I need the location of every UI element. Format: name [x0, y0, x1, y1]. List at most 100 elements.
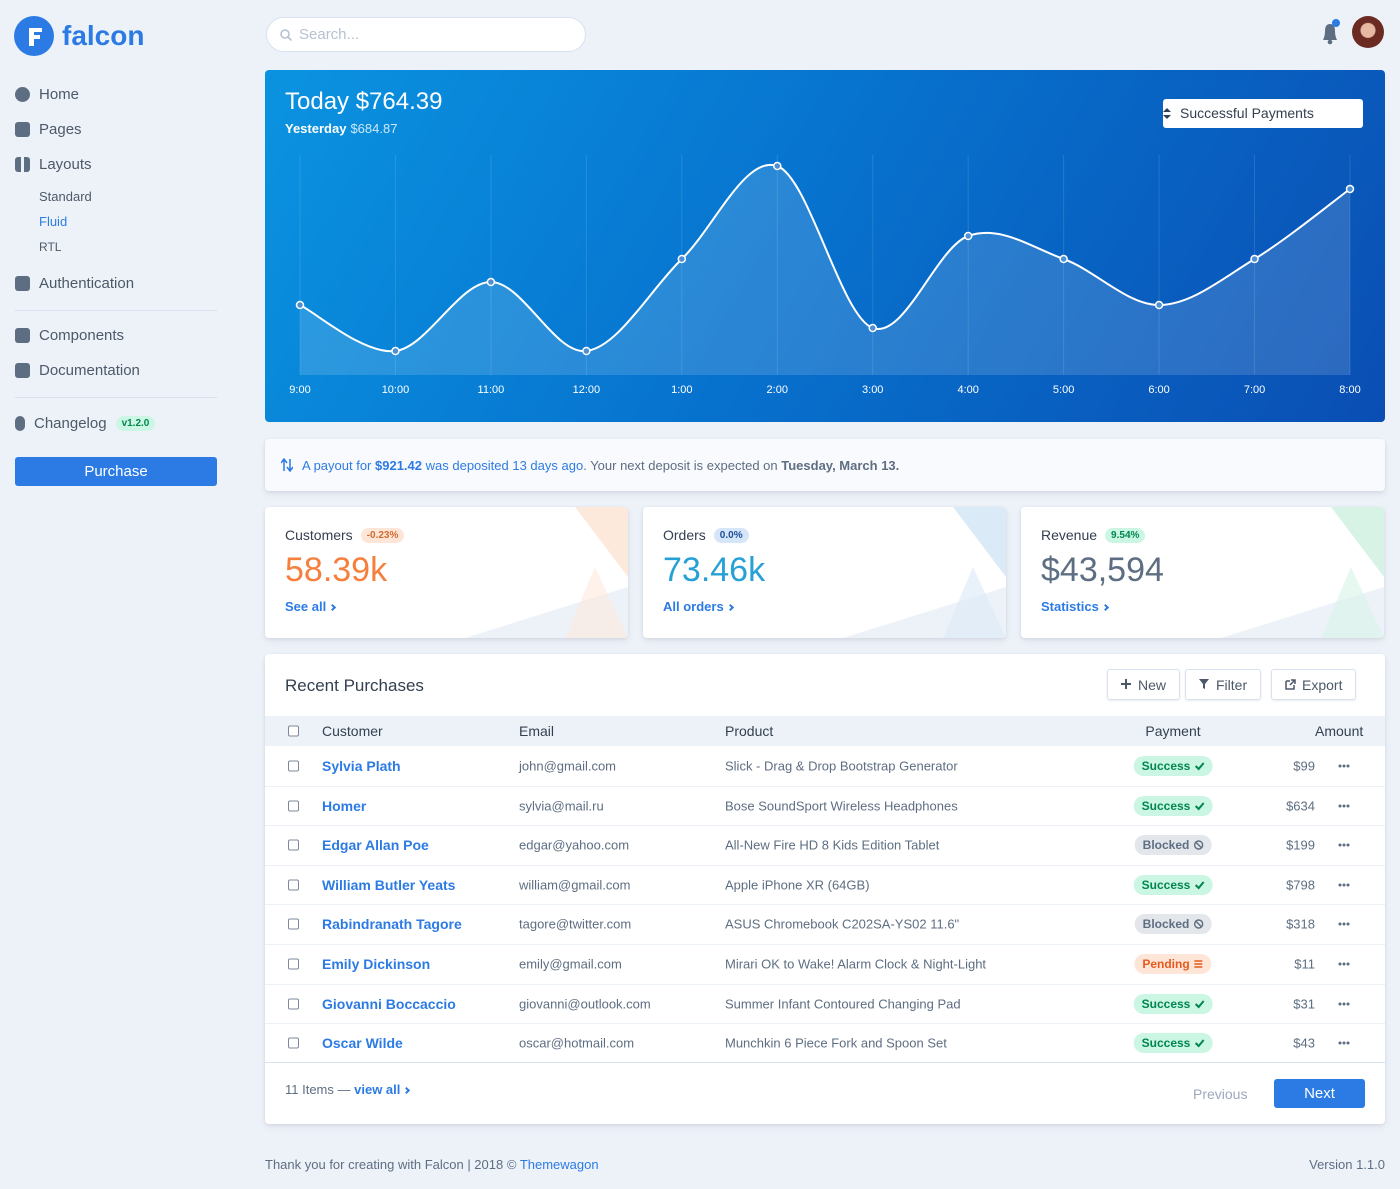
point — [295, 300, 305, 310]
transfer-icon — [281, 458, 293, 472]
checkbox[interactable] — [288, 839, 299, 851]
x-tick-label: 6:00 — [1148, 384, 1169, 396]
customer-link[interactable]: Homer — [322, 797, 367, 814]
stat-card: Customers -0.23% 58.39k See all — [265, 507, 628, 638]
email: emily@gmail.com — [519, 956, 622, 972]
table-title: Recent Purchases — [285, 676, 424, 695]
decor-shape — [943, 567, 1006, 638]
payment-icon — [1194, 1039, 1205, 1048]
stat-link[interactable]: All orders — [663, 599, 734, 614]
logo — [14, 16, 54, 56]
nav-sublink[interactable]: Standard — [39, 189, 92, 204]
customer-link[interactable]: Oscar Wilde — [322, 1035, 403, 1052]
customer-link[interactable]: Emily Dickinson — [322, 956, 431, 972]
toolbar-button[interactable]: New — [1107, 669, 1181, 700]
payment-status: Blocked — [1142, 917, 1190, 932]
card-decoration — [843, 507, 1006, 638]
customer-link[interactable]: Edgar Allan Poe — [322, 837, 429, 854]
row-actions[interactable] — [1338, 804, 1350, 808]
row-actions[interactable] — [1338, 1002, 1350, 1006]
nav-link[interactable]: Pages — [15, 121, 82, 138]
checkbox[interactable] — [288, 1037, 299, 1049]
toolbar-button[interactable]: Export — [1271, 669, 1357, 700]
decor-shape — [575, 507, 628, 577]
checkbox[interactable] — [288, 800, 299, 812]
nav-label: Authentication — [39, 275, 135, 292]
product: Summer Infant Contoured Changing Pad — [725, 996, 961, 1012]
nav-sublink[interactable]: Fluid — [39, 214, 68, 229]
stat-link[interactable]: Statistics — [1041, 599, 1109, 614]
view-all-link[interactable]: view all — [354, 1082, 411, 1097]
amount: $318 — [1286, 916, 1315, 932]
decor-shape — [953, 507, 1006, 577]
row-actions[interactable] — [1338, 883, 1350, 887]
nav-label: Components — [39, 327, 125, 344]
payment-icon — [1194, 801, 1205, 811]
row-divider — [265, 983, 1385, 985]
column-header: Email — [519, 723, 555, 739]
nav-link[interactable]: Authentication — [15, 275, 134, 292]
button-label: Export — [1302, 676, 1343, 693]
x-tick-label: 11:00 — [478, 384, 505, 396]
checkbox[interactable] — [288, 958, 299, 970]
checkbox[interactable] — [288, 879, 299, 891]
x-tick-label: 2:00 — [767, 384, 788, 396]
previous-button[interactable]: Previous — [1193, 1086, 1248, 1102]
nav-link[interactable]: Documentation — [15, 362, 140, 379]
customer-link[interactable]: Sylvia Plath — [322, 758, 401, 774]
customer-link[interactable]: William Butler Yeats — [322, 876, 456, 893]
nav-link[interactable]: Layouts — [15, 156, 92, 173]
payout-date: Tuesday, March 13. — [781, 458, 900, 473]
nav-sublink[interactable]: RTL — [39, 240, 62, 254]
amount: $99 — [1293, 758, 1315, 774]
row-actions[interactable] — [1338, 1041, 1350, 1045]
button-label: Filter — [1216, 676, 1248, 693]
amount: $798 — [1286, 877, 1315, 893]
payment-icon — [1194, 881, 1205, 890]
nav-link[interactable]: Home — [15, 86, 79, 103]
point — [868, 323, 877, 333]
x-tick-label: 10:00 — [382, 384, 410, 396]
checkbox[interactable] — [288, 725, 299, 737]
payment-badge: Success — [1133, 874, 1213, 895]
search-placeholder: Search... — [299, 26, 360, 43]
checkbox[interactable] — [288, 918, 299, 930]
row-actions[interactable] — [1338, 843, 1350, 847]
decor-shape — [1331, 507, 1384, 577]
customer-link[interactable]: Giovanni Boccaccio — [322, 995, 456, 1012]
email: giovanni@outlook.com — [519, 996, 651, 1012]
purchase-button[interactable]: Purchase — [15, 457, 217, 486]
button-icon — [1199, 679, 1209, 689]
stat-link[interactable]: See all — [285, 599, 337, 614]
column-header: Amount — [1315, 723, 1364, 739]
footer-link[interactable]: Themewagon — [519, 1157, 599, 1172]
nav-label: Home — [39, 86, 80, 103]
point — [773, 161, 782, 171]
next-button[interactable]: Next — [1274, 1079, 1365, 1108]
payout-text: was deposited 13 days ago — [425, 458, 584, 473]
chart-select[interactable]: Successful Payments — [1163, 99, 1363, 128]
stat-name: Customers — [285, 527, 353, 543]
payout-amount: $921.42 — [375, 458, 423, 473]
nav-link[interactable]: Changelog v1.2.0 — [15, 415, 156, 432]
brand[interactable]: falcon — [14, 16, 144, 56]
search-box[interactable]: Search... — [266, 17, 586, 52]
checkbox[interactable] — [288, 998, 299, 1010]
row-actions[interactable] — [1338, 922, 1350, 926]
toolbar-button[interactable]: Filter — [1185, 669, 1262, 700]
checkbox[interactable] — [288, 760, 299, 772]
button-icon — [1285, 679, 1296, 690]
avatar[interactable] — [1352, 16, 1384, 48]
payment-status: Success — [1141, 759, 1191, 773]
chevron — [329, 603, 337, 612]
stat-card: Revenue 9.54% $43,594 Statistics — [1021, 507, 1384, 638]
logo-mark — [29, 28, 42, 46]
notification-bell[interactable] — [1319, 18, 1343, 46]
point — [1154, 300, 1164, 310]
payment-icon — [1194, 999, 1205, 1009]
row-actions[interactable] — [1338, 962, 1350, 966]
row-actions[interactable] — [1338, 764, 1350, 768]
row-divider — [265, 944, 1385, 945]
customer-link[interactable]: Rabindranath Tagore — [322, 916, 462, 933]
nav-link[interactable]: Components — [15, 327, 124, 344]
